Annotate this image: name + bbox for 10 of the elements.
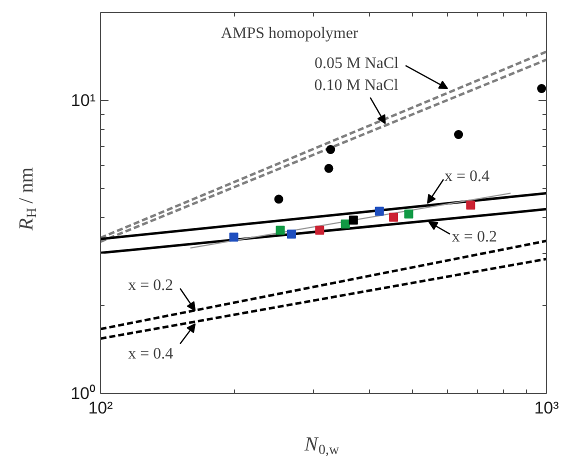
y-tick-label: 10¹ — [70, 91, 96, 110]
y-axis-title: RH / nm — [16, 166, 40, 232]
annotation: x = 0.2 — [452, 228, 497, 246]
x-tick-label: 10³ — [534, 398, 560, 418]
annotation: 0.10 M NaCl — [314, 77, 399, 94]
annotation: x = 0.4 — [444, 168, 490, 185]
annotation: x = 0.4 — [128, 345, 174, 362]
annotation: AMPS homopolymer — [220, 25, 359, 42]
annotation: x = 0.2 — [128, 277, 174, 294]
annotation: 0.05 M NaCl — [314, 55, 400, 72]
